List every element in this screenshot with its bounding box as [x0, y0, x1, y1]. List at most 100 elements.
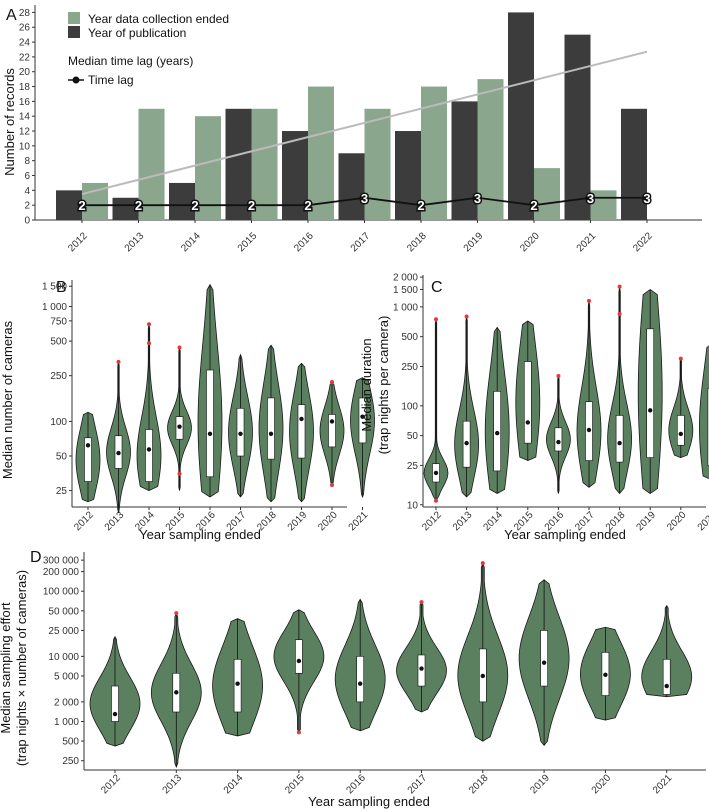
violin-outlier — [419, 600, 424, 605]
violin-median — [603, 672, 608, 678]
y-axis-label-b: Median number of cameras — [0, 320, 15, 479]
time-lag-point — [643, 193, 651, 202]
panel-label-a: A — [6, 7, 17, 24]
violin-outlier — [177, 471, 182, 476]
panel-label-c: C — [431, 279, 443, 296]
y-tick-label-a: 0 — [24, 216, 30, 227]
panel-a: A Number of records 02468101214161820222… — [2, 5, 702, 254]
legend-label-data-collection: Year data collection ended — [88, 12, 229, 26]
x-tick-label: 2012 — [420, 509, 444, 533]
x-tick-label-a: 2013 — [123, 230, 147, 254]
x-tick-label-a: 2021 — [575, 230, 599, 254]
y-tick-label: 25 — [56, 486, 68, 497]
bar-data-collection — [477, 79, 504, 220]
y-tick-label: 1 000 — [54, 717, 79, 728]
violin-outlier — [556, 374, 561, 379]
bar-publication — [621, 108, 647, 220]
y-tick-label-a: 16 — [19, 97, 31, 108]
violin-box — [84, 437, 92, 482]
y-tick-label-a: 4 — [24, 186, 30, 197]
violin-outlier — [587, 298, 591, 303]
x-tick-label-a: 2012 — [66, 230, 90, 254]
time-lag-label: 2 — [530, 198, 537, 213]
x-tick-label: 2013 — [161, 772, 185, 796]
y-tick-label: 500 — [401, 332, 418, 343]
violin-box — [356, 656, 365, 703]
violin-median — [648, 408, 653, 413]
time-lag-label: 2 — [248, 198, 255, 213]
violin-median — [433, 470, 439, 476]
y-tick-label: 2 000 — [54, 697, 79, 708]
y-tick-label-a: 28 — [19, 8, 31, 19]
violin-box — [540, 630, 548, 687]
violin-median — [299, 416, 304, 422]
violin — [699, 345, 709, 479]
time-lag-point — [134, 201, 143, 210]
x-tick-label: 2018 — [467, 772, 491, 796]
violin-median — [586, 427, 592, 433]
y-tick-label: 100 — [401, 401, 418, 412]
violin-outlier — [330, 482, 334, 487]
violin-box — [267, 397, 275, 460]
x-tick-label: 2020 — [590, 772, 614, 796]
violin-median — [146, 447, 152, 452]
bar-data-collection — [534, 168, 560, 220]
y-axis-label-c-units: (trap nights per camera) — [376, 316, 391, 455]
x-axis-label-c: Year sampling ended — [504, 527, 626, 542]
violin-outlier — [434, 498, 438, 503]
x-tick-label: 2018 — [255, 509, 279, 533]
violin-median — [296, 658, 302, 664]
y-tick-label: 100 000 — [43, 587, 80, 598]
x-tick-label-a: 2020 — [518, 230, 542, 254]
time-lag-label: 2 — [191, 198, 198, 213]
violin-median — [664, 683, 669, 689]
bar-data-collection — [364, 108, 391, 220]
time-lag-point — [586, 193, 595, 202]
legend-a: Year data collection ended Year of publi… — [68, 12, 229, 87]
x-tick-label-a: 2022 — [631, 230, 655, 254]
violin-box — [662, 659, 671, 695]
violin-median — [112, 711, 118, 717]
y-tick-label: 200 000 — [43, 567, 80, 578]
bar-publication — [564, 34, 591, 220]
y-tick-label: 250 — [50, 371, 67, 382]
y-tick-label-a: 24 — [19, 38, 31, 49]
x-tick-label: 2019 — [634, 509, 658, 533]
bar-publication — [508, 12, 534, 221]
violin-outlier — [147, 341, 151, 346]
time-lag-point — [473, 193, 482, 202]
violin-median — [525, 420, 530, 425]
y-tick-label: 50 — [56, 452, 68, 463]
time-lag-label: 2 — [417, 198, 424, 213]
x-tick-label: 2020 — [665, 509, 689, 533]
bar-data-collection — [138, 108, 165, 220]
time-lag-point — [530, 201, 538, 210]
violin-outlier — [177, 345, 182, 350]
x-tick-label: 2019 — [528, 772, 552, 796]
y-tick-label: 100 — [50, 417, 67, 428]
violin-median — [85, 443, 91, 448]
bar-publication — [169, 182, 195, 220]
panel-c: C Median duration (trap nights per camer… — [359, 273, 709, 542]
violin-box — [145, 429, 153, 482]
time-lag-point — [191, 201, 199, 210]
y-tick-label: 750 — [50, 316, 67, 327]
y-tick-label: 1 500 — [393, 285, 418, 296]
x-tick-label: 2012 — [72, 509, 96, 533]
x-tick-label: 2013 — [451, 509, 475, 533]
x-tick-label-a: 2018 — [405, 230, 429, 254]
panel-d: D Median sampling effort (trap nights × … — [0, 549, 706, 809]
x-tick-label: 2019 — [286, 509, 310, 533]
violin-box — [297, 404, 306, 459]
violin-outlier — [330, 380, 334, 385]
y-tick-label-a: 26 — [19, 23, 31, 34]
x-tick-label: 2017 — [406, 772, 430, 796]
time-lag-label: 3 — [587, 191, 594, 206]
violin-median — [495, 430, 500, 436]
bar-publication — [338, 153, 365, 220]
x-tick-label: 2021 — [696, 509, 709, 533]
violin-median — [268, 431, 274, 437]
violin-outlier — [617, 284, 622, 289]
bar-data-collection — [251, 108, 278, 220]
y-tick-label: 2 000 — [393, 273, 418, 284]
